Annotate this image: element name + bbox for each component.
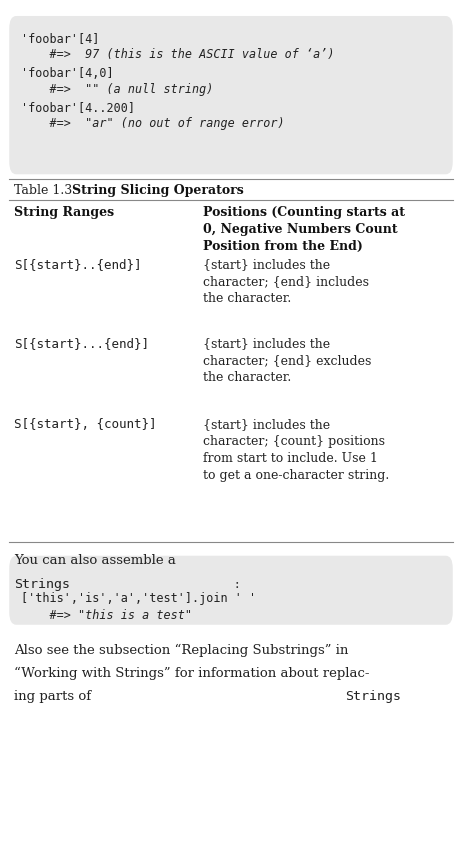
Text: {start} includes the
character; {count} positions
from start to include. Use 1
t: {start} includes the character; {count} … xyxy=(203,418,389,482)
Text: Positions (Counting starts at
0, Negative Numbers Count
Position from the End): Positions (Counting starts at 0, Negativ… xyxy=(203,206,405,253)
Text: 'foobar'[4..200]: 'foobar'[4..200] xyxy=(21,101,135,114)
Text: #=>  97 (this is the ASCII value of ‘a’): #=> 97 (this is the ASCII value of ‘a’) xyxy=(21,48,334,61)
Text: S[{start}, {count}]: S[{start}, {count}] xyxy=(14,418,156,430)
Text: 'foobar'[4,0]: 'foobar'[4,0] xyxy=(21,67,113,79)
Text: String Ranges: String Ranges xyxy=(14,206,114,219)
Text: Strings: Strings xyxy=(345,690,401,703)
Text: S[{start}...{end}]: S[{start}...{end}] xyxy=(14,337,149,349)
Text: #=> "this is a test": #=> "this is a test" xyxy=(21,609,192,621)
FancyBboxPatch shape xyxy=(9,16,453,174)
Text: ing parts of: ing parts of xyxy=(14,690,95,703)
Text: ['this','is','a','test'].join ' ': ['this','is','a','test'].join ' ' xyxy=(21,592,256,605)
Text: Strings: Strings xyxy=(14,578,70,590)
Text: #=>  "" (a null string): #=> "" (a null string) xyxy=(21,83,213,95)
Text: #=>  "ar" (no out of range error): #=> "ar" (no out of range error) xyxy=(21,117,285,130)
Text: {start} includes the
character; {end} includes
the character.: {start} includes the character; {end} in… xyxy=(203,258,369,306)
Text: 'foobar'[4]: 'foobar'[4] xyxy=(21,32,99,45)
Text: Table 1.3: Table 1.3 xyxy=(14,184,72,197)
Text: Also see the subsection “Replacing Substrings” in: Also see the subsection “Replacing Subst… xyxy=(14,643,348,657)
Text: String Slicing Operators: String Slicing Operators xyxy=(72,184,243,197)
Text: {start} includes the
character; {end} excludes
the character.: {start} includes the character; {end} ex… xyxy=(203,337,371,384)
Text: “Working with Strings” for information about replac-: “Working with Strings” for information a… xyxy=(14,667,369,680)
Text: :: : xyxy=(235,578,240,590)
Text: S[{start}..{end}]: S[{start}..{end}] xyxy=(14,258,141,271)
FancyBboxPatch shape xyxy=(9,556,453,625)
Text: You can also assemble a: You can also assemble a xyxy=(14,554,180,567)
